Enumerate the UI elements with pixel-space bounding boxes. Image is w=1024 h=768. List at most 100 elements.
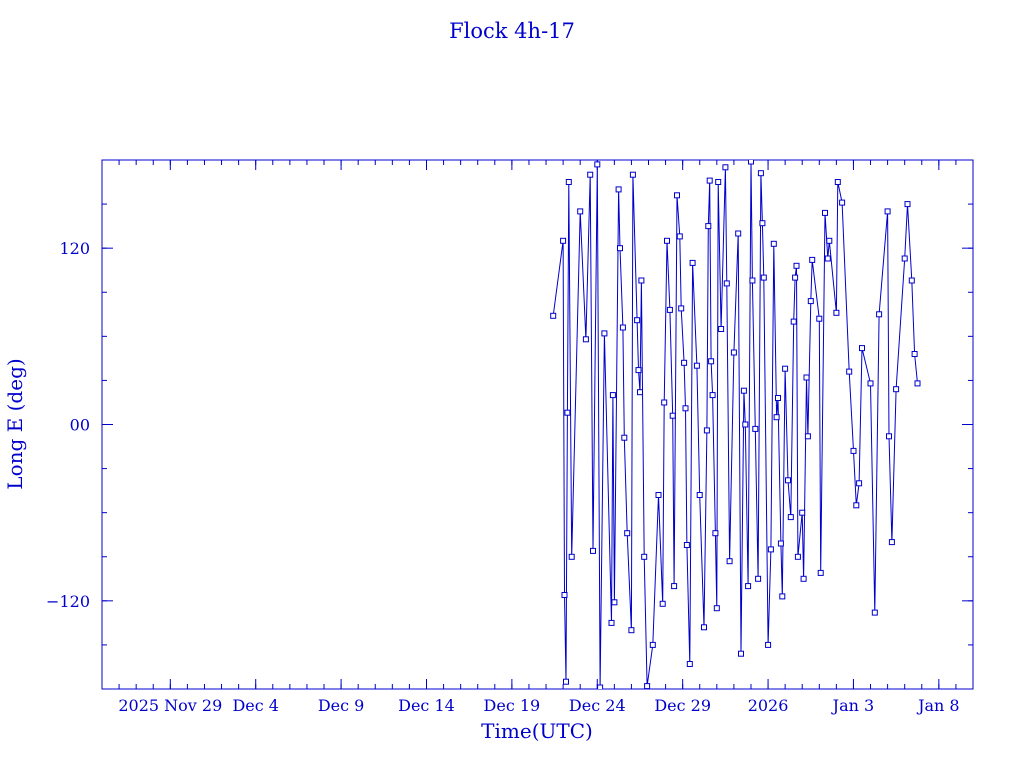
data-point: [740, 387, 747, 394]
data-point: [550, 312, 557, 319]
x-tick-label: Jan 3: [831, 696, 875, 715]
data-point: [809, 256, 816, 263]
chart-title: Flock 4h-17: [449, 19, 575, 43]
data-point: [859, 345, 865, 352]
data-point: [611, 599, 618, 606]
data-point: [693, 362, 700, 369]
data-series: [550, 160, 921, 689]
data-point: [705, 223, 712, 230]
y-tick-label: 00: [70, 416, 90, 435]
data-point: [735, 230, 742, 237]
data-point: [564, 409, 571, 416]
y-axis-label: Long E (deg): [3, 358, 27, 489]
data-point: [597, 684, 604, 689]
data-point: [634, 317, 641, 324]
x-tick-label: Dec 19: [484, 696, 541, 715]
x-tick-label: Dec 29: [654, 696, 711, 715]
data-point: [686, 661, 693, 667]
x-tick-label: Dec 14: [398, 696, 455, 715]
data-point: [594, 161, 601, 168]
data-point: [824, 255, 831, 262]
data-point: [904, 201, 911, 208]
data-point: [748, 160, 754, 165]
data-point: [641, 553, 648, 560]
x-tick-label: 2025 Nov 29: [118, 696, 222, 715]
data-point: [609, 392, 616, 399]
data-point: [893, 386, 900, 393]
data-point: [649, 641, 656, 648]
data-point: [908, 277, 915, 284]
data-point: [726, 558, 733, 565]
data-point: [826, 237, 833, 244]
data-point: [777, 540, 784, 547]
data-point: [582, 336, 589, 343]
data-point: [888, 539, 895, 546]
data-point: [757, 170, 764, 177]
data-point: [816, 315, 823, 322]
data-point: [563, 678, 569, 685]
x-tick-label: Dec 4: [232, 696, 279, 715]
data-point: [807, 298, 814, 305]
data-point: [800, 575, 807, 582]
data-point: [664, 237, 670, 244]
data-point: [619, 324, 626, 331]
data-point: [792, 274, 799, 281]
data-point: [621, 434, 628, 441]
data-point: [886, 433, 892, 440]
data-point: [655, 492, 662, 498]
x-tick-label: Dec 24: [569, 696, 626, 715]
data-point: [839, 199, 846, 206]
data-point: [577, 208, 584, 215]
data-point: [587, 171, 594, 178]
data-point: [696, 492, 703, 498]
data-point: [782, 365, 789, 372]
data-point: [715, 179, 722, 185]
data-point: [723, 280, 730, 287]
data-point: [689, 259, 696, 266]
data-point: [617, 245, 623, 252]
data-point: [706, 177, 713, 184]
data-point: [635, 367, 642, 374]
data-point: [901, 255, 908, 262]
data-point: [817, 569, 824, 576]
data-point: [856, 480, 863, 487]
data-point: [678, 305, 685, 312]
data-point: [773, 414, 780, 421]
data-point: [914, 380, 921, 387]
data-point: [793, 262, 800, 269]
data-point: [765, 641, 772, 648]
data-point: [713, 605, 720, 612]
y-tick-label: 120: [59, 239, 90, 258]
data-point: [683, 542, 690, 548]
data-point: [755, 575, 762, 582]
data-point: [759, 220, 766, 227]
data-point: [833, 309, 840, 316]
y-tick-label: −120: [46, 592, 90, 611]
plot-frame: [101, 159, 974, 690]
data-point: [628, 627, 635, 634]
data-point: [787, 514, 794, 521]
data-point: [601, 330, 608, 337]
series-line: [552, 161, 918, 688]
data-point: [590, 547, 596, 554]
data-point: [822, 209, 828, 216]
data-point: [637, 389, 643, 396]
data-point: [911, 351, 918, 357]
axes: 2025 Nov 29 Dec 4 Dec 9 Dec 14 Dec 19 Dec 24 D…: [46, 160, 974, 715]
data-point: [775, 395, 781, 401]
data-point: [770, 240, 777, 247]
data-point: [615, 186, 622, 193]
data-point: [565, 179, 572, 185]
data-point: [709, 392, 716, 399]
data-point: [785, 477, 791, 484]
data-point: [804, 433, 811, 440]
data-point: [682, 405, 689, 412]
data-point: [850, 447, 857, 454]
data-point: [834, 179, 841, 185]
data-point: [794, 553, 801, 560]
x-tick-label: Jan 8: [916, 696, 960, 715]
data-point: [624, 530, 631, 537]
data-point: [712, 530, 719, 537]
data-point: [701, 624, 707, 631]
